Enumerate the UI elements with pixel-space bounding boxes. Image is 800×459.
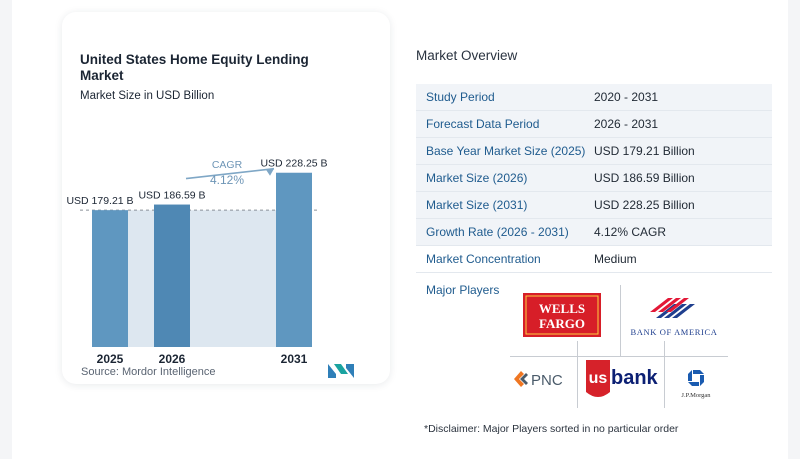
overview-label: Market Concentration <box>426 252 541 266</box>
major-players-label: Major Players <box>426 283 500 297</box>
mordor-intelligence-logo <box>328 364 354 378</box>
us-bank-shield-text: us <box>589 370 608 387</box>
wells-fargo-line1: WELLS <box>539 301 585 316</box>
overview-value: USD 186.59 Billion <box>594 171 695 185</box>
overview-value: 2020 - 2031 <box>594 90 659 104</box>
category-label: 2031 <box>281 352 308 366</box>
pnc-emblem-icon <box>514 371 528 387</box>
overview-label: Market Size (2031) <box>426 198 528 212</box>
overview-row: Market Size (2031) USD 228.25 Billion <box>416 192 772 219</box>
bar <box>154 204 190 347</box>
bank-of-america-logo: BANK OF AMERICA <box>631 298 718 337</box>
cagr-value: 4.12% <box>210 173 244 187</box>
base-level-band <box>92 210 312 347</box>
chart-card: United States Home Equity Lending Market… <box>62 12 390 384</box>
category-label: 2026 <box>159 352 186 366</box>
jpmorgan-logo: J.P.Morgan <box>681 370 711 399</box>
overview-label: Study Period <box>426 90 495 104</box>
pnc-wordmark: PNC <box>531 372 563 389</box>
overview-value: USD 228.25 Billion <box>594 198 695 212</box>
bar <box>92 210 128 347</box>
overview-value: Medium <box>594 252 637 266</box>
overview-value: 4.12% CAGR <box>594 225 667 239</box>
wells-fargo-line2: FARGO <box>539 316 585 331</box>
overview-title: Market Overview <box>416 48 518 63</box>
overview-row: Market Size (2026) USD 186.59 Billion <box>416 165 772 192</box>
bar-value-label: USD 179.21 B <box>66 195 133 207</box>
overview-row: Base Year Market Size (2025) USD 179.21 … <box>416 138 772 165</box>
source-text: Source: Mordor Intelligence <box>81 366 216 378</box>
overview-row: Growth Rate (2026 - 2031) 4.12% CAGR <box>416 219 772 246</box>
bank-of-america-wordmark: BANK OF AMERICA <box>631 327 718 337</box>
cagr-label: CAGR <box>212 159 243 171</box>
overview-label: Forecast Data Period <box>426 117 540 131</box>
overview-value: USD 179.21 Billion <box>594 144 695 158</box>
bar-value-label: USD 228.25 B <box>260 158 327 170</box>
disclaimer: *Disclaimer: Major Players sorted in no … <box>424 423 679 435</box>
category-label: 2025 <box>97 352 124 366</box>
chart-title: United States Home Equity Lending Market <box>80 52 309 83</box>
cagr-arrow-line <box>185 167 275 180</box>
chart-subtitle: Market Size in USD Billion <box>80 90 215 102</box>
jpmorgan-wordmark: J.P.Morgan <box>681 392 711 399</box>
us-bank-wordmark: bank <box>611 367 659 389</box>
logo-grid-line <box>620 285 621 356</box>
wells-fargo-logo: WELLS FARGO <box>523 293 601 337</box>
us-bank-logo: us bank <box>586 360 659 397</box>
chase-octagon-icon <box>688 370 704 386</box>
overview-label: Growth Rate (2026 - 2031) <box>426 225 569 239</box>
overview-row: Market Concentration Medium <box>416 246 772 273</box>
logo-grid-line <box>577 341 578 408</box>
logo-grid-line <box>510 356 728 357</box>
overview-table: Study Period 2020 - 2031 Forecast Data P… <box>416 84 772 273</box>
logo-grid-line <box>664 341 665 408</box>
overview-value: 2026 - 2031 <box>594 117 659 131</box>
bar-chart: USD 179.21 B 2025 USD 186.59 B 2026 USD 228.… <box>66 158 327 366</box>
bar-value-label: USD 186.59 B <box>138 190 205 202</box>
cagr-arrow-head-icon <box>266 168 274 176</box>
overview-row: Study Period 2020 - 2031 <box>416 84 772 111</box>
overview-row: Forecast Data Period 2026 - 2031 <box>416 111 772 138</box>
overview-label: Base Year Market Size (2025) <box>426 144 586 158</box>
overview-label: Market Size (2026) <box>426 171 528 185</box>
bank-of-america-flag-icon <box>650 298 695 318</box>
pnc-logo: PNC <box>514 371 563 389</box>
bar <box>276 172 312 347</box>
